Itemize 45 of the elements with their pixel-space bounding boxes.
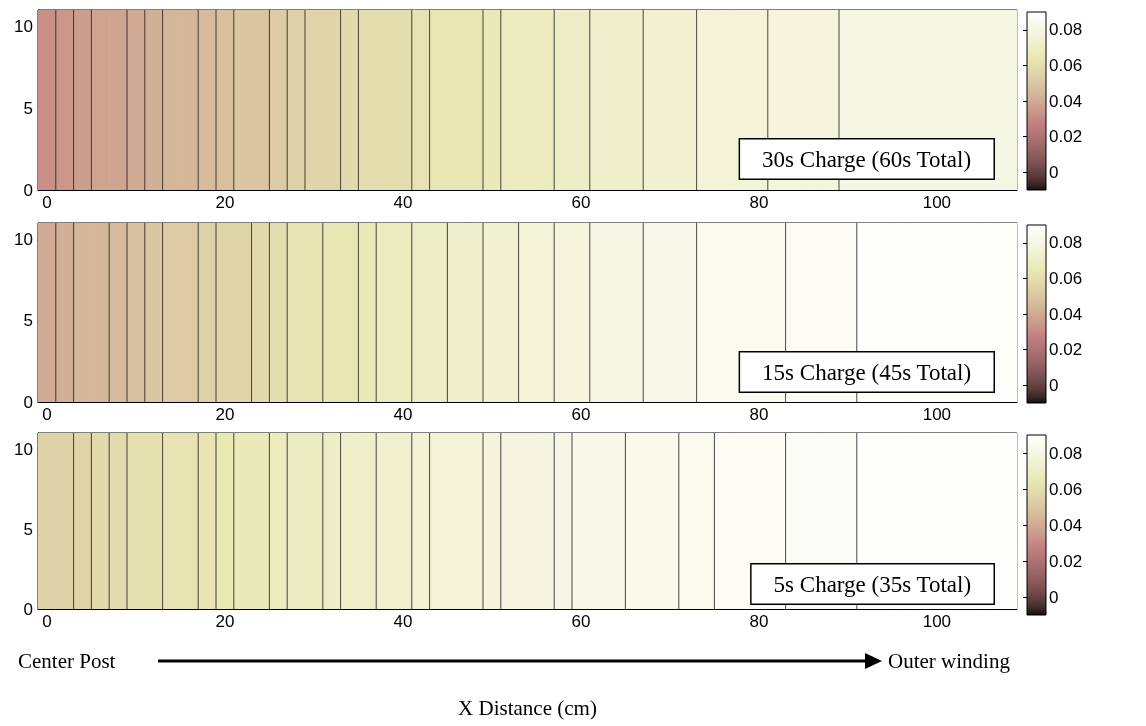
color-bar-label: 0.08 (1049, 233, 1083, 253)
x-tick-label: 80 (749, 193, 769, 212)
x-tick-label: 100 (922, 612, 952, 631)
y-tick-label: 5 (23, 311, 33, 331)
x-tick-label: 80 (749, 405, 769, 424)
x-tick-label: 0 (42, 193, 52, 212)
x-tick-label: 20 (215, 612, 235, 631)
x-tick-label: 100 (922, 193, 952, 212)
x-tick-label: 0 (42, 405, 52, 424)
color-bar-label: 0.02 (1049, 127, 1083, 147)
text: Outer winding (888, 648, 1011, 673)
y-tick-label: 5 (23, 519, 33, 539)
text: Center Post (18, 648, 116, 673)
color-bar-label: 0.06 (1049, 268, 1083, 288)
x-tick-label: 80 (749, 612, 769, 631)
y-tick-label: 10 (14, 16, 33, 36)
x-tick-label: 40 (393, 612, 413, 631)
y-tick-label: 5 (23, 98, 33, 118)
x-tick-label: 100 (922, 405, 952, 424)
x-tick-label: 0 (42, 612, 52, 631)
x-tick-label: 20 (215, 405, 235, 424)
color-bar-label: 0.06 (1049, 55, 1083, 75)
annotation: 30s Charge (60s Total) (762, 146, 972, 172)
x-tick-label: 60 (571, 405, 591, 424)
color-bar-label: 0 (1049, 375, 1059, 395)
x-tick-label: 60 (571, 193, 591, 212)
color-bar-label: 0.04 (1049, 91, 1083, 111)
color-bar-label: 0.08 (1049, 443, 1083, 463)
annotation: 15s Charge (45s Total) (762, 359, 972, 385)
x-tick-label: 40 (393, 405, 413, 424)
x-axis-title: X Distance (cm) (458, 695, 597, 720)
y-tick-label: 10 (14, 439, 33, 459)
x-tick-label: 40 (393, 193, 413, 212)
color-bar-label: 0.08 (1049, 20, 1083, 40)
color-bar-label: 0 (1049, 587, 1059, 607)
x-tick-label: 60 (571, 612, 591, 631)
color-bar-label: 0.02 (1049, 551, 1083, 571)
y-tick-label: 10 (14, 229, 33, 249)
x-tick-label: 20 (215, 193, 235, 212)
annotation: 5s Charge (35s Total) (773, 571, 972, 597)
color-bar-label: 0.04 (1049, 515, 1083, 535)
color-bar-label: 0.04 (1049, 304, 1083, 324)
color-bar-label: 0 (1049, 162, 1059, 182)
color-bar-label: 0.02 (1049, 340, 1083, 360)
color-bar-label: 0.06 (1049, 479, 1083, 499)
